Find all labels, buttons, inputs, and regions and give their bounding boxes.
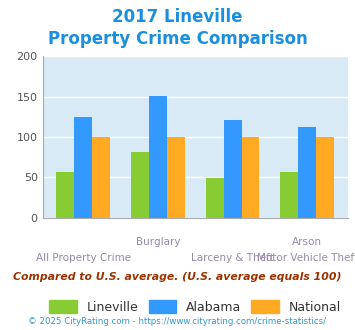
Text: Larceny & Theft: Larceny & Theft <box>191 252 274 263</box>
Text: Compared to U.S. average. (U.S. average equals 100): Compared to U.S. average. (U.S. average … <box>13 272 342 282</box>
Bar <box>241 137 260 218</box>
Text: Burglary: Burglary <box>136 237 180 247</box>
Bar <box>167 137 185 218</box>
Bar <box>280 172 298 218</box>
Bar <box>92 137 110 218</box>
Text: © 2025 CityRating.com - https://www.cityrating.com/crime-statistics/: © 2025 CityRating.com - https://www.city… <box>28 317 327 326</box>
Text: All Property Crime: All Property Crime <box>36 252 131 263</box>
Legend: Lineville, Alabama, National: Lineville, Alabama, National <box>44 295 346 319</box>
Bar <box>206 178 224 218</box>
Text: Motor Vehicle Theft: Motor Vehicle Theft <box>257 252 355 263</box>
Text: Property Crime Comparison: Property Crime Comparison <box>48 30 307 48</box>
Bar <box>56 172 75 218</box>
Bar <box>75 117 92 218</box>
Bar <box>149 96 167 218</box>
Bar <box>224 120 241 218</box>
Bar <box>298 127 316 218</box>
Bar <box>131 151 149 218</box>
Text: 2017 Lineville: 2017 Lineville <box>112 8 243 26</box>
Text: Arson: Arson <box>292 237 322 247</box>
Bar <box>316 137 334 218</box>
